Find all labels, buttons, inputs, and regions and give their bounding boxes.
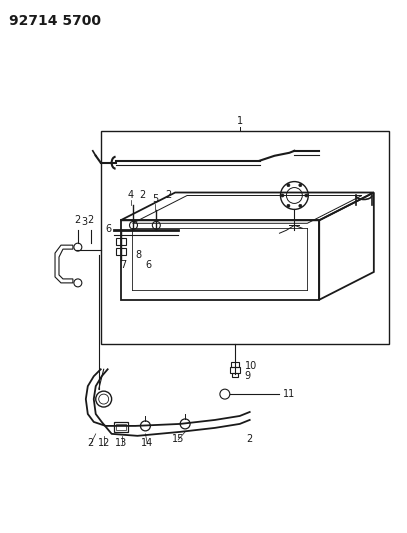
Bar <box>116 238 125 245</box>
Circle shape <box>287 184 290 187</box>
Text: 2: 2 <box>88 438 94 448</box>
Text: 13: 13 <box>116 438 128 448</box>
Text: 10: 10 <box>245 361 257 372</box>
Text: 92714 5700: 92714 5700 <box>9 14 101 28</box>
Text: 2: 2 <box>75 215 81 225</box>
Bar <box>232 373 238 377</box>
Bar <box>101 131 389 344</box>
Bar <box>230 367 240 373</box>
Circle shape <box>299 184 302 187</box>
Bar <box>114 422 127 432</box>
Text: 15: 15 <box>172 434 184 444</box>
Text: 6: 6 <box>145 260 151 270</box>
Text: 9: 9 <box>245 372 251 381</box>
Circle shape <box>281 194 284 197</box>
Text: 1: 1 <box>237 116 243 126</box>
Text: 2: 2 <box>139 190 146 200</box>
Text: 12: 12 <box>98 438 110 448</box>
Text: 4: 4 <box>127 190 133 200</box>
Text: 2: 2 <box>165 190 171 200</box>
Text: 5: 5 <box>152 195 158 205</box>
Bar <box>116 248 125 255</box>
Text: 8: 8 <box>136 250 142 260</box>
Circle shape <box>305 194 308 197</box>
Text: 11: 11 <box>282 389 295 399</box>
Text: 7: 7 <box>120 260 127 270</box>
Bar <box>116 424 125 430</box>
Text: 3: 3 <box>82 217 88 227</box>
Circle shape <box>287 204 290 207</box>
Text: 2: 2 <box>88 215 94 225</box>
Circle shape <box>299 204 302 207</box>
Text: 2: 2 <box>247 434 253 444</box>
Text: 14: 14 <box>141 438 153 448</box>
Text: 6: 6 <box>105 224 112 234</box>
Bar <box>231 362 239 367</box>
